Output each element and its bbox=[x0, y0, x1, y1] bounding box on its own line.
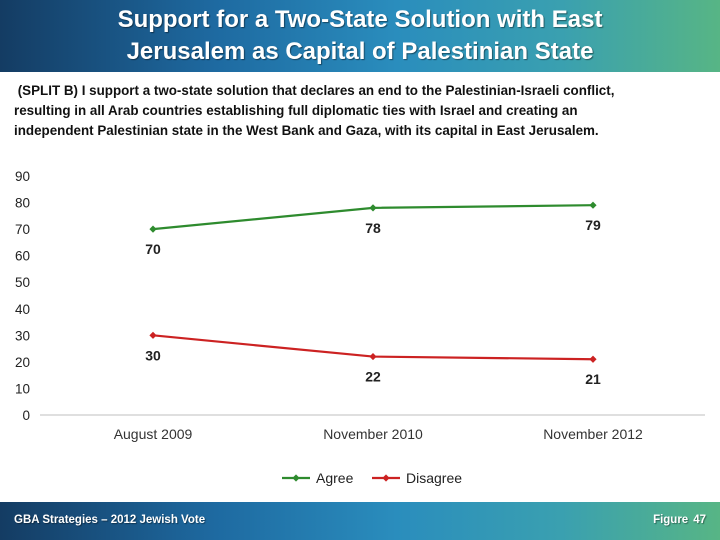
legend-label-agree: Agree bbox=[316, 470, 354, 486]
data-point-marker bbox=[369, 204, 377, 212]
data-label: 22 bbox=[365, 369, 381, 385]
figure-value: 47 bbox=[693, 514, 706, 526]
y-tick-label: 20 bbox=[15, 355, 30, 370]
legend-marker-disagree bbox=[382, 474, 390, 482]
data-point-marker bbox=[589, 355, 597, 363]
y-tick-label: 60 bbox=[15, 249, 30, 264]
y-tick-label: 50 bbox=[15, 275, 30, 290]
question-line-2: resulting in all Arab countries establis… bbox=[14, 103, 578, 118]
legend-label-disagree: Disagree bbox=[406, 470, 462, 486]
y-tick-label: 80 bbox=[15, 196, 30, 211]
data-label: 78 bbox=[365, 220, 381, 236]
y-tick-label: 90 bbox=[15, 169, 30, 184]
x-tick-label: August 2009 bbox=[114, 426, 193, 442]
data-point-marker bbox=[149, 225, 157, 233]
page-title: Support for a Two-State Solution with Ea… bbox=[0, 4, 720, 68]
legend-marker-agree bbox=[292, 474, 300, 482]
figure-label: Figure bbox=[653, 514, 689, 526]
data-label: 21 bbox=[585, 371, 601, 387]
question-text: (SPLIT B) I support a two-state solution… bbox=[14, 81, 714, 141]
y-tick-label: 10 bbox=[15, 381, 30, 396]
data-point-marker bbox=[369, 352, 377, 361]
figure-number: Figure 47 bbox=[653, 514, 706, 526]
footer-bar: GBA Strategies – 2012 Jewish Vote Figure… bbox=[0, 502, 720, 540]
data-point-marker bbox=[589, 201, 597, 209]
y-tick-label: 0 bbox=[22, 408, 30, 423]
question-line-1: (SPLIT B) I support a two-state solution… bbox=[14, 83, 615, 98]
footer-source: GBA Strategies – 2012 Jewish Vote bbox=[14, 514, 206, 526]
page-title-line-1: Support for a Two-State Solution with Ea… bbox=[117, 6, 603, 33]
x-tick-label: November 2010 bbox=[323, 426, 423, 442]
title-banner: Support for a Two-State Solution with Ea… bbox=[0, 0, 720, 72]
y-tick-label: 30 bbox=[15, 328, 30, 343]
data-label: 79 bbox=[585, 217, 601, 233]
page-title-line-2: Jerusalem as Capital of Palestinian Stat… bbox=[126, 38, 594, 65]
y-tick-label: 40 bbox=[15, 302, 30, 317]
data-label: 30 bbox=[145, 347, 161, 363]
x-tick-label: November 2012 bbox=[543, 426, 643, 442]
y-tick-label: 70 bbox=[15, 222, 30, 237]
line-chart: 0 10 20 30 40 50 60 70 80 90 August 2009 November 2… bbox=[15, 169, 705, 486]
data-point-marker bbox=[149, 331, 157, 339]
data-label: 70 bbox=[145, 241, 161, 257]
question-line-3: independent Palestinian state in the Wes… bbox=[14, 123, 599, 138]
